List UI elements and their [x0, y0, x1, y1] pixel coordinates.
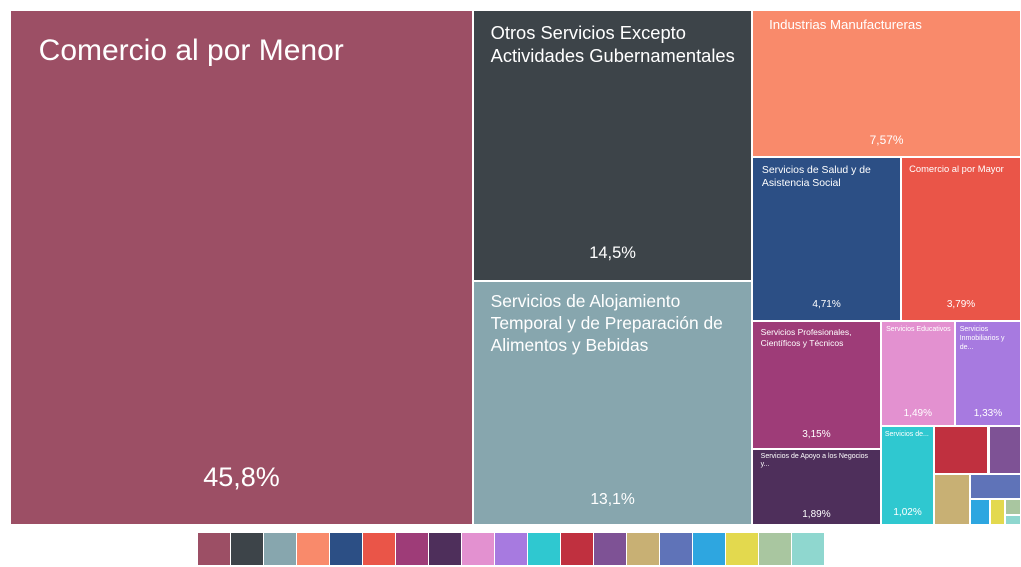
value-label: 1,89% [802, 508, 831, 520]
legend-swatch [692, 533, 725, 565]
tile [1004, 499, 1021, 516]
value-label: 13,1% [590, 491, 635, 509]
tile-label: Comercio al por Mayor [909, 164, 1004, 175]
tile: Industrias Manufactureras 7,57% [752, 10, 1021, 157]
legend-swatch [560, 533, 593, 565]
legend [0, 533, 1021, 565]
legend-swatch [494, 533, 527, 565]
tile: Servicios de Alojamiento Temporal y de P… [473, 280, 753, 525]
legend-swatch [296, 533, 329, 565]
tile: Servicios Educativos 1,49% [880, 321, 955, 426]
legend-swatch [593, 533, 626, 565]
value-label: 45,8% [203, 462, 280, 493]
value-label: 14,5% [589, 244, 636, 263]
tile [990, 499, 1005, 525]
tile-label: Servicios de Salud y de Asistencia Socia… [761, 165, 871, 190]
value-label: 1,33% [973, 407, 1003, 419]
tile-label: Servicios Inmobiliarios y de... [959, 326, 1005, 351]
tile-label: Otros Servicios Excepto Actividades Gube… [490, 21, 735, 66]
legend-swatch [197, 533, 230, 565]
tile-label: Servicios de Apoyo a los Negocios y... [760, 452, 869, 469]
tile: Servicios de Apoyo a los Negocios y... 1,… [752, 448, 881, 525]
legend-swatch [329, 533, 362, 565]
tile-label: Servicios Educativos [886, 326, 951, 334]
tile: Comercio al por Menor 45,8% [10, 10, 474, 525]
tile [970, 473, 1021, 500]
tile: Servicios Profesionales, Científicos y T… [752, 321, 881, 449]
value-label: 3,79% [946, 299, 976, 311]
legend-swatch [395, 533, 428, 565]
legend-swatch [725, 533, 758, 565]
legend-swatch [263, 533, 296, 565]
tile [934, 425, 989, 474]
tile: Servicios de Salud y de Asistencia Socia… [752, 156, 902, 322]
legend-swatch [527, 533, 560, 565]
tile-label: Industrias Manufactureras [769, 16, 922, 32]
tile-label: Comercio al por Menor [38, 33, 344, 67]
treemap: Comercio al por Menor 45,8% Otros Servicio… [10, 10, 1021, 525]
legend-swatch [791, 533, 824, 565]
tile-label: Servicios de... [884, 430, 929, 438]
value-label: 1,49% [903, 407, 932, 419]
legend-swatch [428, 533, 461, 565]
value-label: 1,02% [893, 507, 922, 519]
value-label: 7,57% [869, 132, 904, 147]
legend-swatch [626, 533, 659, 565]
legend-swatch [230, 533, 263, 565]
value-label: 4,71% [812, 299, 841, 311]
tile: Otros Servicios Excepto Actividades Gube… [473, 10, 753, 281]
legend-swatch [362, 533, 395, 565]
tile: Servicios de... 1,02% [880, 425, 935, 525]
legend-swatch [461, 533, 494, 565]
tile [970, 499, 991, 525]
value-label: 3,15% [802, 429, 831, 441]
tile: Comercio al por Mayor 3,79% [901, 156, 1021, 322]
tile-label: Servicios Profesionales, Científicos y T… [760, 327, 852, 348]
tile-label: Servicios de Alojamiento Temporal y de P… [490, 291, 723, 355]
tile [934, 473, 971, 525]
legend-swatch [659, 533, 692, 565]
tile [988, 425, 1021, 474]
legend-swatch [758, 533, 791, 565]
tile: Servicios Inmobiliarios y de... 1,33% [954, 321, 1021, 426]
tile [1004, 515, 1021, 525]
